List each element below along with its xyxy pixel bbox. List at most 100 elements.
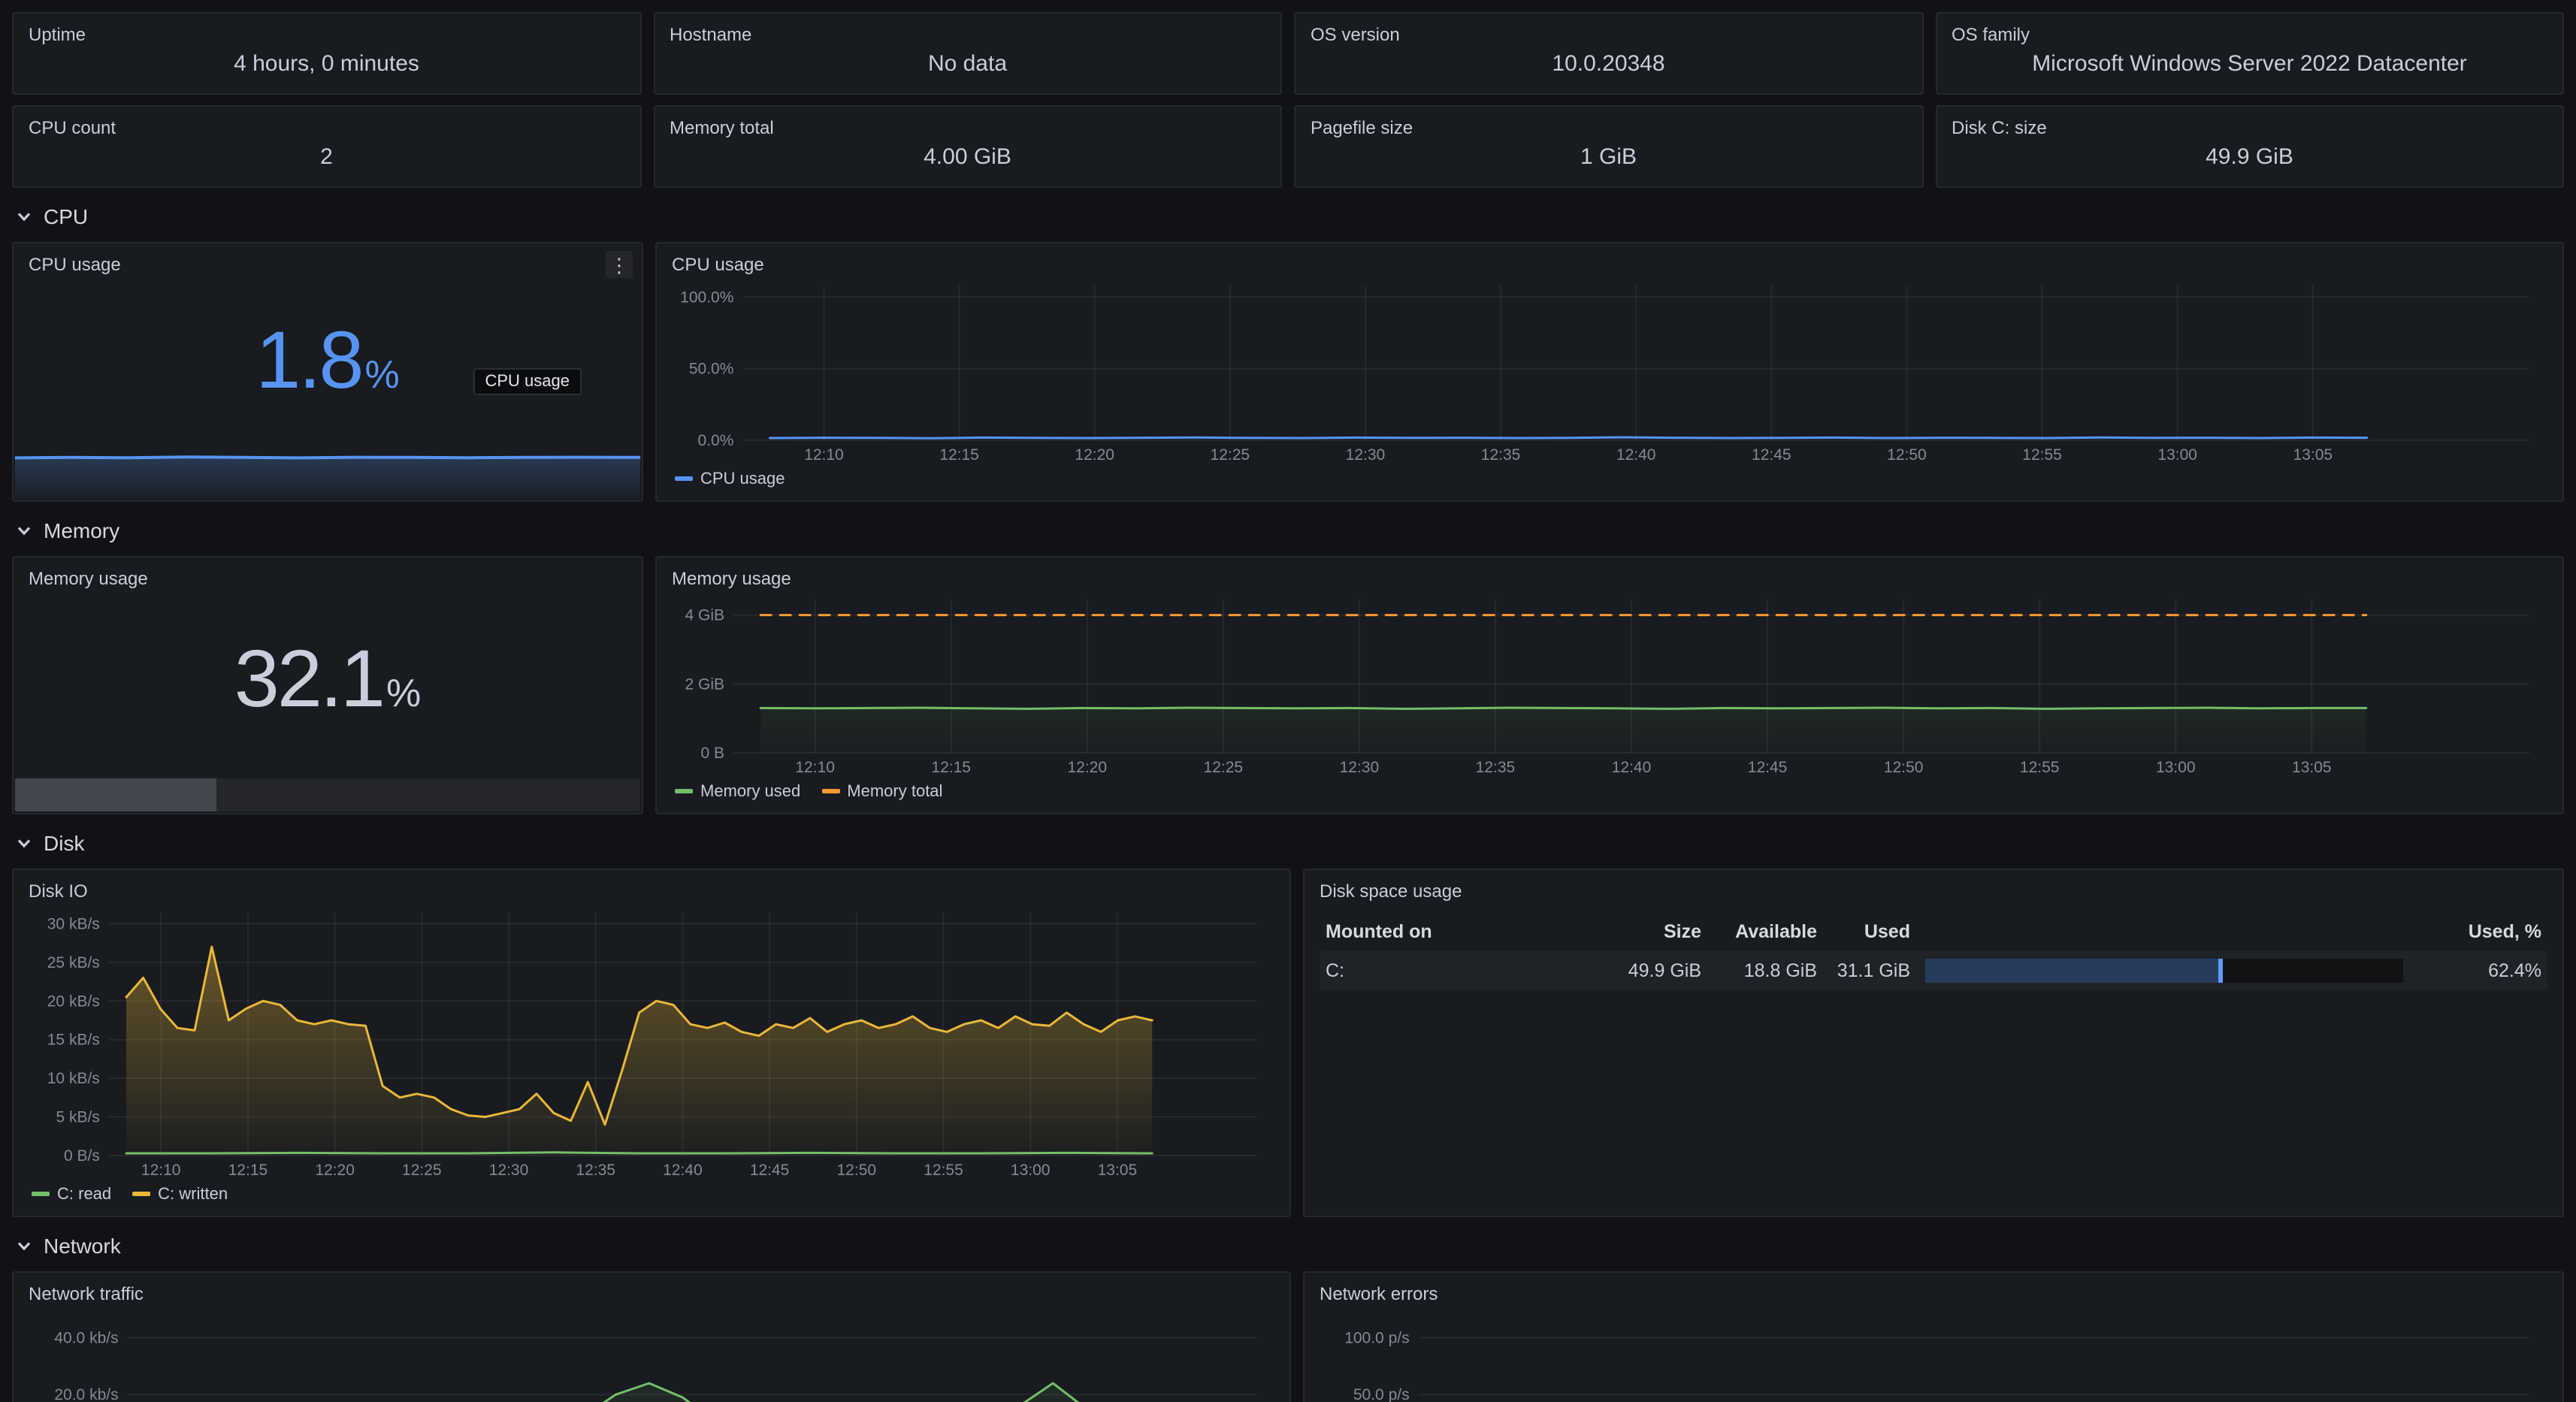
panel-title[interactable]: CPU usage <box>672 254 764 275</box>
panel-menu-icon[interactable]: ⋮ <box>606 251 633 278</box>
svg-text:50.0 p/s: 50.0 p/s <box>1353 1386 1410 1402</box>
used-pct-value: 62.4% <box>2488 960 2541 981</box>
network-errors-chart[interactable]: 100.0 p/s 50.0 p/s <box>1320 1306 2547 1402</box>
disk-io-chart[interactable]: 12:10 12:15 12:20 12:25 12:30 12:35 12:40 12:45… <box>29 903 1274 1181</box>
column-header-size[interactable]: Size <box>1663 921 1701 942</box>
cpu-sparkline <box>14 448 641 499</box>
panel-cpu-count: CPU count 2 <box>12 105 641 188</box>
svg-text:12:50: 12:50 <box>1884 759 1924 776</box>
panel-title[interactable]: Network errors <box>1320 1283 1438 1304</box>
svg-text:12:10: 12:10 <box>804 446 844 464</box>
stat-value: 4 hours, 0 minutes <box>234 50 419 76</box>
chart-legend: C: read C: written <box>29 1183 1274 1205</box>
panel-title[interactable]: Network traffic <box>29 1283 144 1304</box>
legend-swatch <box>675 789 693 793</box>
section-cpu[interactable]: CPU <box>15 198 2564 234</box>
svg-text:100.0%: 100.0% <box>680 289 733 306</box>
svg-text:12:55: 12:55 <box>2020 759 2060 776</box>
stat-value: Microsoft Windows Server 2022 Datacenter <box>2032 50 2467 76</box>
svg-text:13:05: 13:05 <box>1098 1162 1138 1179</box>
network-row: Network traffic 40.0 kb/s 20.0 kb/s Netwo… <box>12 1271 2564 1402</box>
svg-text:2 GiB: 2 GiB <box>685 675 724 693</box>
legend-swatch <box>132 1192 151 1196</box>
panel-title[interactable]: CPU usage <box>29 254 121 275</box>
svg-text:12:40: 12:40 <box>1616 446 1656 464</box>
svg-text:12:25: 12:25 <box>1211 446 1250 464</box>
section-network[interactable]: Network <box>15 1228 2564 1264</box>
cpu-usage-chart[interactable]: 12:10 12:15 12:20 12:25 12:30 12:35 12:40 12:45… <box>672 276 2547 466</box>
memory-svg: 12:10 12:15 12:20 12:25 12:30 12:35 12:40 12:45… <box>685 600 2529 776</box>
svg-text:12:30: 12:30 <box>489 1162 529 1179</box>
cell-used-pct: 62.4% <box>1925 959 2541 983</box>
panel-disk-space-usage: Disk space usage Mounted on Size Availab… <box>1303 869 2564 1217</box>
chevron-down-icon <box>17 1242 31 1251</box>
stat-unit: % <box>364 352 400 397</box>
section-label: CPU <box>44 204 89 228</box>
svg-text:12:20: 12:20 <box>315 1162 355 1179</box>
section-label: Network <box>44 1234 121 1258</box>
stats-row-1: Uptime 4 hours, 0 minutes Hostname No da… <box>12 12 2564 95</box>
section-memory[interactable]: Memory <box>15 512 2564 548</box>
panel-title[interactable]: Uptime <box>29 24 86 45</box>
panel-network-traffic: Network traffic 40.0 kb/s 20.0 kb/s <box>12 1271 1291 1402</box>
svg-text:12:40: 12:40 <box>663 1162 703 1179</box>
panel-title[interactable]: Pagefile size <box>1311 117 1413 138</box>
panel-os-version: OS version 10.0.20348 <box>1294 12 1923 95</box>
panel-title[interactable]: Memory usage <box>672 568 791 589</box>
panel-title[interactable]: Disk space usage <box>1320 881 1462 902</box>
column-header-used-pct[interactable]: Used, % <box>2468 921 2541 942</box>
cell-available: 18.8 GiB <box>1743 960 1817 981</box>
panel-hostname: Hostname No data <box>653 12 1282 95</box>
svg-text:20 kB/s: 20 kB/s <box>47 993 100 1010</box>
panel-title[interactable]: Disk C: size <box>1952 117 2047 138</box>
chart-legend: Memory used Memory total <box>672 780 2547 802</box>
cpu-svg: 12:10 12:15 12:20 12:25 12:30 12:35 12:40 12:45… <box>680 286 2529 464</box>
section-disk[interactable]: Disk <box>15 825 2564 861</box>
stat-value: No data <box>927 50 1008 76</box>
legend-item[interactable]: C: read <box>32 1185 111 1203</box>
svg-text:12:20: 12:20 <box>1067 759 1107 776</box>
cpu-usage-value: 1.8% <box>29 276 627 490</box>
svg-text:30 kB/s: 30 kB/s <box>47 915 100 932</box>
svg-text:12:45: 12:45 <box>1748 759 1788 776</box>
legend-item[interactable]: Memory used <box>675 782 800 800</box>
stat-value: 1 GiB <box>1580 144 1637 169</box>
svg-text:12:45: 12:45 <box>750 1162 790 1179</box>
panel-title[interactable]: Disk IO <box>29 881 88 902</box>
legend-item[interactable]: Memory total <box>821 782 942 800</box>
svg-text:12:30: 12:30 <box>1346 446 1386 464</box>
panel-title[interactable]: Memory total <box>670 117 774 138</box>
chart-legend: CPU usage <box>672 467 2547 490</box>
svg-text:12:35: 12:35 <box>1476 759 1516 776</box>
section-label: Memory <box>44 518 120 542</box>
svg-text:12:45: 12:45 <box>1752 446 1791 464</box>
panel-title[interactable]: Hostname <box>670 24 752 45</box>
svg-text:12:55: 12:55 <box>924 1162 963 1179</box>
legend-item[interactable]: C: written <box>132 1185 228 1203</box>
svg-text:4 GiB: 4 GiB <box>685 607 724 624</box>
svg-text:25 kB/s: 25 kB/s <box>47 954 100 971</box>
panel-title[interactable]: CPU count <box>29 117 116 138</box>
disk-space-table: Mounted on Size Available Used Used, % C… <box>1320 912 2547 990</box>
svg-text:12:15: 12:15 <box>939 446 979 464</box>
panel-title[interactable]: OS version <box>1311 24 1400 45</box>
disk_io-svg: 12:10 12:15 12:20 12:25 12:30 12:35 12:40 12:45… <box>47 912 1256 1179</box>
svg-text:12:40: 12:40 <box>1612 759 1652 776</box>
legend-item[interactable]: CPU usage <box>675 470 785 488</box>
memory-usage-chart[interactable]: 12:10 12:15 12:20 12:25 12:30 12:35 12:40 12:45… <box>672 591 2547 778</box>
cpu-sparkline-svg <box>14 455 641 499</box>
column-header-available[interactable]: Available <box>1735 921 1817 942</box>
svg-text:15 kB/s: 15 kB/s <box>47 1032 100 1049</box>
network-traffic-chart[interactable]: 40.0 kb/s 20.0 kb/s <box>29 1306 1274 1402</box>
chevron-down-icon <box>17 839 31 848</box>
column-header-used[interactable]: Used <box>1864 921 1910 942</box>
disk-gauge-fill <box>1925 959 2224 983</box>
cell-used: 31.1 GiB <box>1837 960 1910 981</box>
svg-text:5 kB/s: 5 kB/s <box>56 1109 99 1126</box>
svg-text:12:55: 12:55 <box>2022 446 2062 464</box>
panel-title[interactable]: Memory usage <box>29 568 148 589</box>
column-header-mounted-on[interactable]: Mounted on <box>1326 921 1432 942</box>
panel-title[interactable]: OS family <box>1952 24 2030 45</box>
cell-size: 49.9 GiB <box>1628 960 1701 981</box>
cell-mounted-on: C: <box>1326 960 1344 981</box>
